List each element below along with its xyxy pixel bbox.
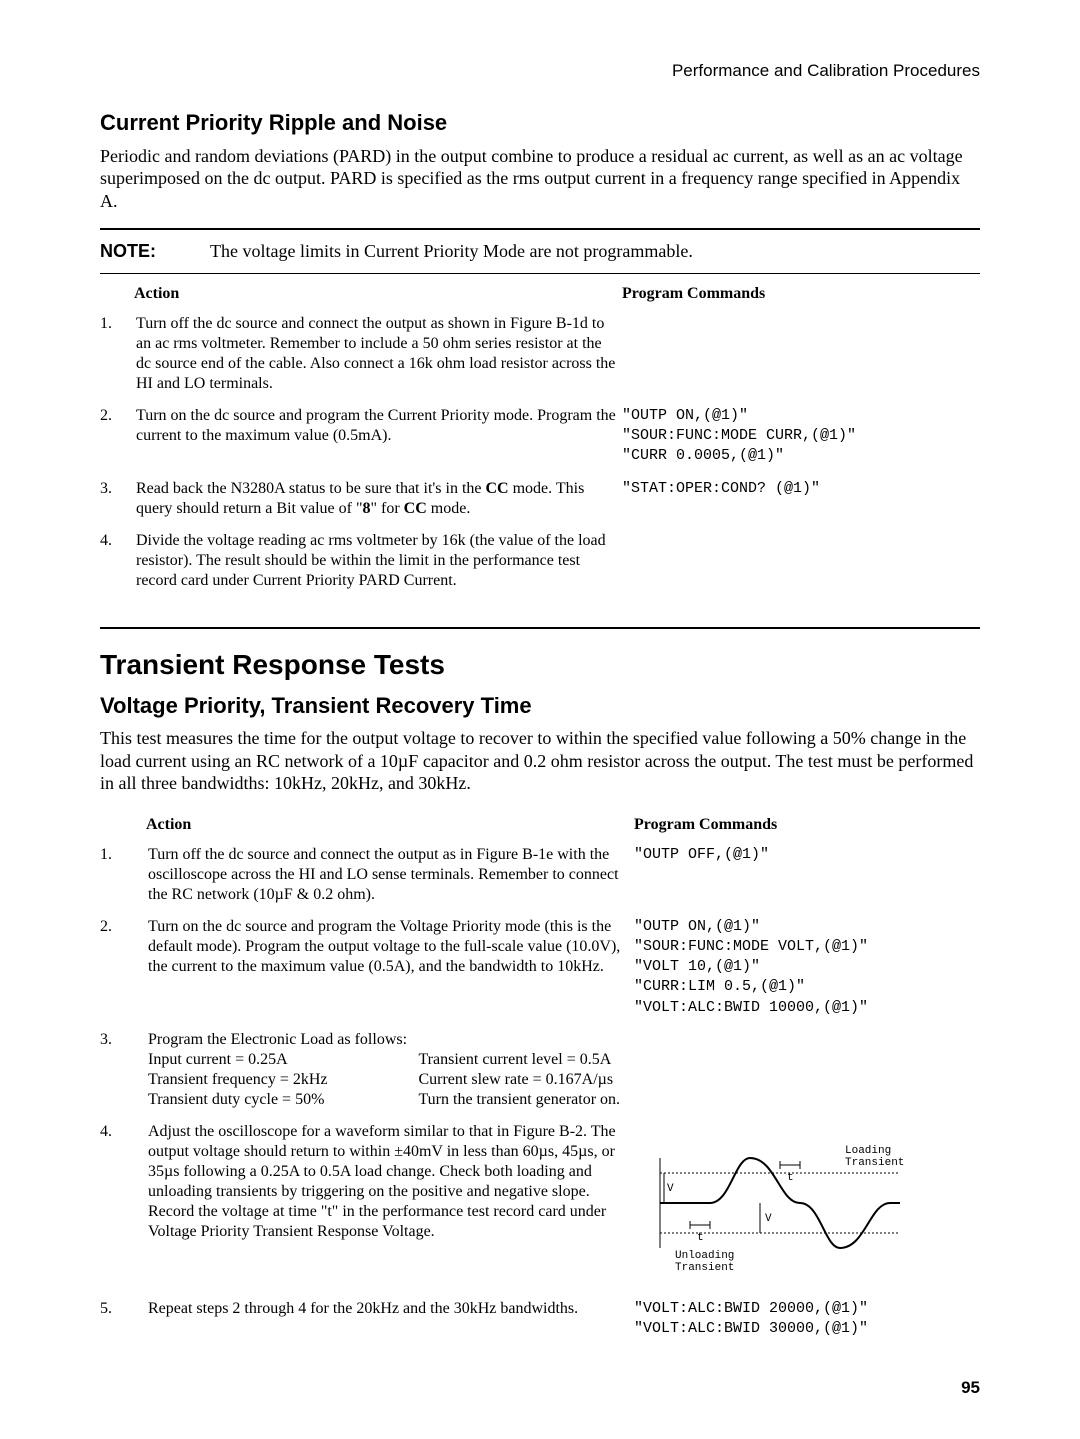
- transient-action-table: Action Program Commands 1. Turn off the …: [100, 811, 980, 1348]
- table-row: 5. Repeat steps 2 through 4 for the 20kH…: [100, 1295, 980, 1348]
- ripple-action-table: Action Program Commands 1. Turn off the …: [100, 280, 980, 599]
- row-number: 1.: [100, 310, 136, 402]
- table-row: 3. Program the Electronic Load as follow…: [100, 1026, 980, 1118]
- row-action: Turn off the dc source and connect the o…: [136, 310, 622, 402]
- row-number: 5.: [100, 1295, 136, 1348]
- note-label: NOTE:: [100, 240, 210, 263]
- svg-text:Loading: Loading: [845, 1145, 891, 1157]
- table-row: 2. Turn on the dc source and program the…: [100, 913, 980, 1026]
- transient-diagram: Loading Transient t V V t Unloading Tran…: [634, 1126, 974, 1279]
- subsection-title-voltage-priority: Voltage Priority, Transient Recovery Tim…: [100, 692, 980, 720]
- table-row: 1. Turn off the dc source and connect th…: [100, 310, 980, 402]
- row-number: 3.: [100, 1026, 136, 1118]
- row-command: "OUTP ON,(@1)" "SOUR:FUNC:MODE VOLT,(@1)…: [634, 913, 980, 1026]
- row-action: Adjust the oscilloscope for a waveform s…: [136, 1118, 634, 1295]
- transient-intro: This test measures the time for the outp…: [100, 727, 980, 795]
- svg-text:V: V: [667, 1183, 674, 1195]
- row-action: Turn off the dc source and connect the o…: [136, 841, 634, 913]
- col-cmd-2: Program Commands: [634, 811, 980, 841]
- svg-text:Transient: Transient: [845, 1157, 904, 1169]
- note-box: NOTE: The voltage limits in Current Prio…: [100, 228, 980, 274]
- row-number: 4.: [100, 1118, 136, 1295]
- svg-text:Transient: Transient: [675, 1262, 734, 1273]
- row-command: "OUTP OFF,(@1)": [634, 841, 980, 913]
- table-row: 4. Adjust the oscilloscope for a wavefor…: [100, 1118, 980, 1295]
- table-row: 3. Read back the N3280A status to be sur…: [100, 475, 980, 527]
- row-action: Repeat steps 2 through 4 for the 20kHz a…: [136, 1295, 634, 1348]
- row-number: 1.: [100, 841, 136, 913]
- svg-text:Unloading: Unloading: [675, 1250, 734, 1262]
- table-row: 2. Turn on the dc source and program the…: [100, 402, 980, 475]
- ripple-intro: Periodic and random deviations (PARD) in…: [100, 145, 980, 213]
- subsection-title-ripple: Current Priority Ripple and Noise: [100, 109, 980, 137]
- row-number: 2.: [100, 913, 136, 1026]
- note-text: The voltage limits in Current Priority M…: [210, 240, 693, 263]
- row-command: [622, 527, 980, 599]
- row-command: [622, 310, 980, 402]
- col-cmd: Program Commands: [622, 280, 980, 310]
- table-row: 1. Turn off the dc source and connect th…: [100, 841, 980, 913]
- row-number: 2.: [100, 402, 136, 475]
- row-action: Turn on the dc source and program the Cu…: [136, 402, 622, 475]
- page-header-right: Performance and Calibration Procedures: [100, 60, 980, 81]
- row-command: "VOLT:ALC:BWID 20000,(@1)" "VOLT:ALC:BWI…: [634, 1295, 980, 1348]
- page-number: 95: [100, 1377, 980, 1398]
- row-command: [634, 1026, 980, 1118]
- row-action: Turn on the dc source and program the Vo…: [136, 913, 634, 1026]
- table-row: 4. Divide the voltage reading ac rms vol…: [100, 527, 980, 599]
- row-number: 4.: [100, 527, 136, 599]
- col-action: Action: [100, 280, 622, 310]
- svg-text:V: V: [765, 1213, 772, 1225]
- row-command: "STAT:OPER:COND? (@1)": [622, 475, 980, 527]
- row-command: Loading Transient t V V t Unloading Tran…: [634, 1118, 980, 1295]
- row-command: "OUTP ON,(@1)" "SOUR:FUNC:MODE CURR,(@1)…: [622, 402, 980, 475]
- section-divider: [100, 627, 980, 629]
- svg-text:t: t: [697, 1232, 704, 1244]
- section-title-transient: Transient Response Tests: [100, 647, 980, 682]
- svg-text:t: t: [787, 1172, 794, 1184]
- row-number: 3.: [100, 475, 136, 527]
- row-action: Read back the N3280A status to be sure t…: [136, 475, 622, 527]
- col-action-2: Action: [100, 811, 634, 841]
- row-action: Program the Electronic Load as follows:I…: [136, 1026, 634, 1118]
- row-action: Divide the voltage reading ac rms voltme…: [136, 527, 622, 599]
